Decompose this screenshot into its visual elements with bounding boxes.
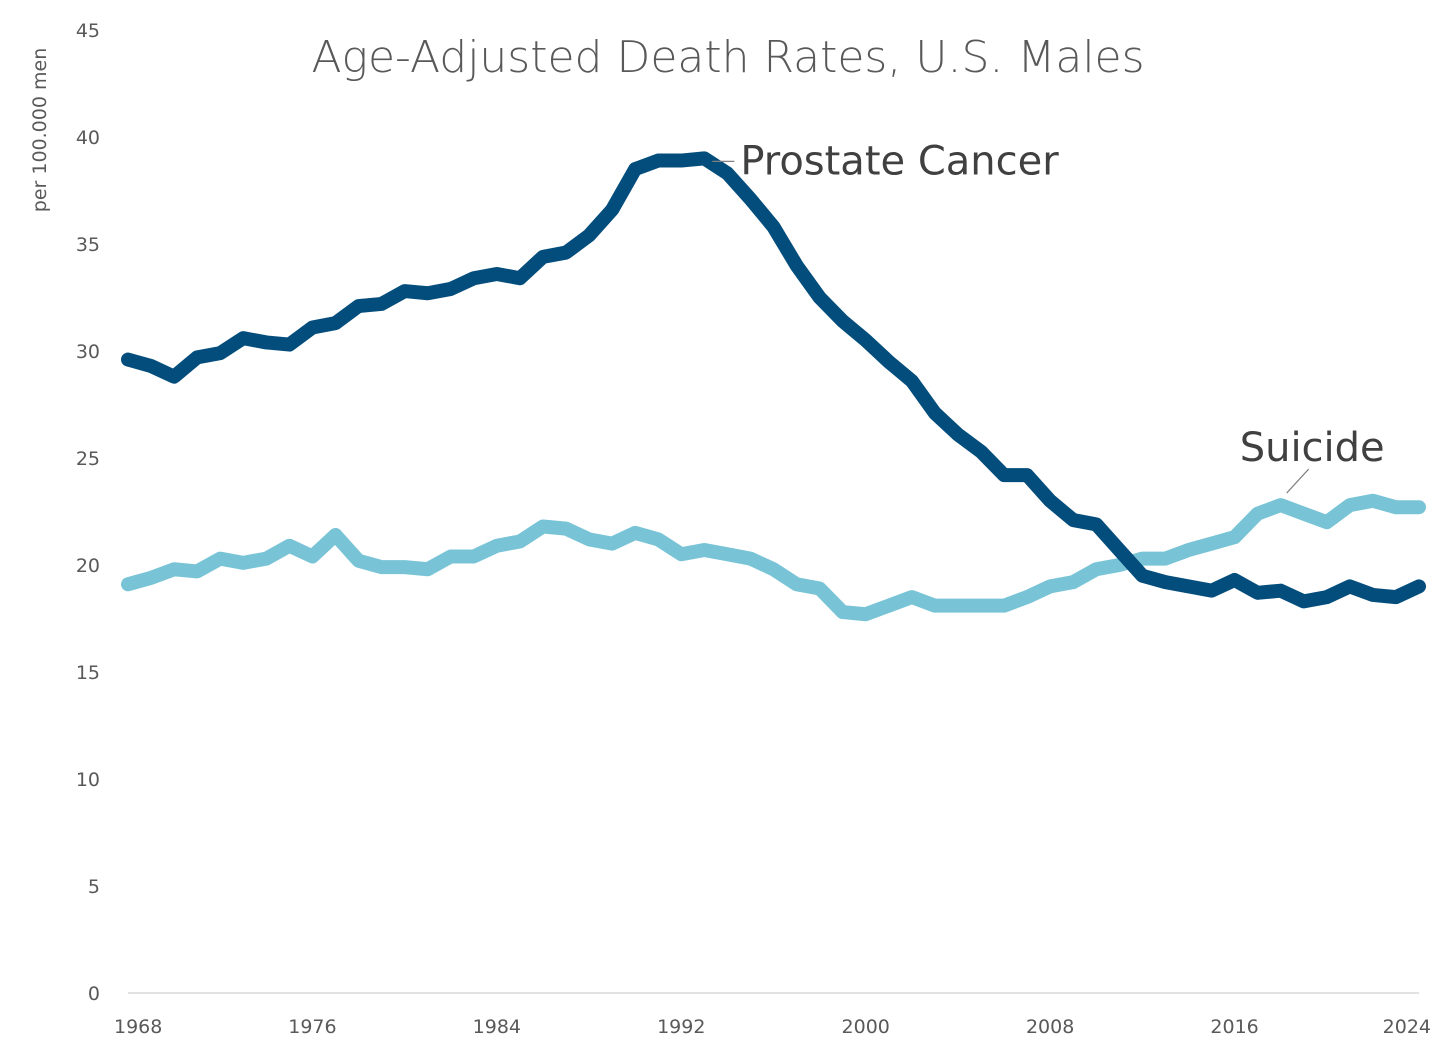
x-tick-label: 2000 [842, 1016, 890, 1038]
y-tick-label: 0 [88, 983, 100, 1005]
chart-title: Age-Adjusted Death Rates, U.S. Males [311, 32, 1144, 83]
x-tick-label: 2016 [1210, 1016, 1258, 1038]
x-tick-label: 2008 [1026, 1016, 1074, 1038]
y-tick-label: 5 [88, 876, 100, 898]
x-tick-label: 1984 [473, 1016, 521, 1038]
y-tick-label: 35 [76, 234, 100, 256]
y-tick-label: 15 [76, 662, 100, 684]
y-tick-label: 25 [76, 448, 100, 470]
x-axis-ticks: 1968 1976 1984 1992 2000 2008 2016 2024 [114, 1016, 1431, 1038]
series-line-suicide [121, 493, 1426, 622]
x-tick-label: 1968 [114, 1016, 162, 1038]
series-lines [121, 151, 1426, 622]
y-tick-label: 30 [76, 341, 100, 363]
y-tick-label: 10 [76, 769, 100, 791]
y-tick-label: 20 [76, 555, 100, 577]
x-tick-label: 2024 [1383, 1016, 1431, 1038]
x-tick-label: 1992 [657, 1016, 705, 1038]
y-axis-label: per 100.000 men [29, 48, 51, 212]
y-tick-label: 45 [76, 20, 100, 42]
series-annotations: Prostate Cancer Suicide [712, 138, 1385, 494]
series-label-suicide: Suicide [1240, 425, 1385, 471]
y-tick-label: 40 [76, 127, 100, 149]
series-line-prostate-cancer [121, 151, 1426, 609]
x-tick-label: 1976 [288, 1016, 336, 1038]
series-label-prostate-cancer: Prostate Cancer [740, 138, 1059, 184]
y-axis-ticks: 0 5 10 15 20 25 30 35 40 45 [76, 20, 100, 1005]
annotation-leader-line [1286, 468, 1310, 494]
